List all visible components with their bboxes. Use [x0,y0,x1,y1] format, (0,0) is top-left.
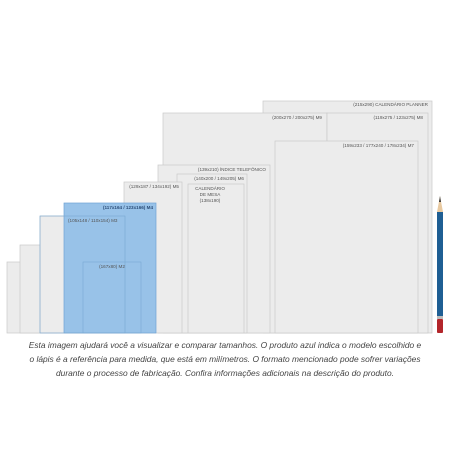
caption-line: o lápis é a referência para medida, que … [29,354,421,364]
m7-rect [274,140,419,334]
pencil [437,196,443,333]
m2-rect [82,261,142,334]
calendario-mesa-rect [187,183,245,334]
m3-outline [39,215,126,334]
size-label: (200x270 / 200x275) M9 [272,115,322,120]
size-label: (138x190) [200,198,221,203]
size-label: (167x80) M2 [99,264,125,269]
size-label: (105x148 / 110x154) M3 [68,218,118,223]
size-label: (159x233 / 177x240 / 178x234) M7 [343,143,415,148]
caption-line: durante o processo de fabricação. Confir… [56,368,394,378]
size-label: (129x187 / 134x192) M5 [129,184,179,189]
size-label: (139x210) ÍNDICE TELEFÔNICO [198,166,267,172]
size-label: (140x200 / 149x205) M6 [194,176,244,181]
caption-line: Esta imagem ajudará você a visualizar e … [29,340,422,350]
size-label: CALENDÁRIO [195,185,225,191]
size-label: (117x164 / 123x166) M4 [103,205,154,210]
size-label: (119x275 / 123x275) M8 [374,115,424,120]
size-label: (215x290) CALENDÁRIO PLANNER [353,101,428,107]
size-label: DE MESA [200,192,222,197]
m4-rect-selected [63,202,157,334]
